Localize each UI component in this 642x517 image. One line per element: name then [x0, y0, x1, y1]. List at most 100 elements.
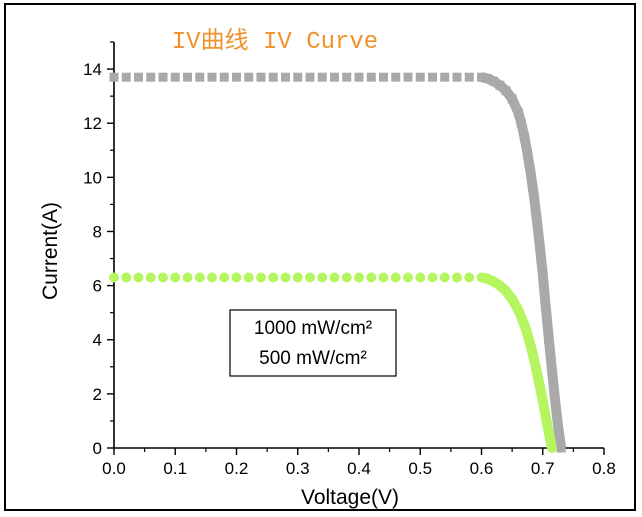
data-point	[256, 272, 266, 283]
data-point	[440, 72, 450, 82]
data-point	[219, 272, 230, 283]
data-point	[543, 428, 554, 439]
x-tick-label: 0.2	[225, 459, 249, 478]
x-tick-label: 0.4	[347, 459, 371, 478]
data-point	[525, 340, 536, 351]
y-tick-label: 10	[83, 168, 102, 187]
data-point	[109, 72, 119, 82]
data-point	[194, 272, 205, 283]
data-point	[280, 272, 291, 283]
data-point	[366, 72, 376, 82]
data-point	[529, 189, 539, 199]
data-point	[501, 286, 511, 297]
data-point	[134, 72, 143, 82]
data-point	[366, 272, 377, 283]
data-point	[109, 272, 119, 283]
data-point	[544, 335, 554, 345]
data-point	[378, 272, 389, 283]
data-point	[546, 443, 557, 453]
y-tick-label: 12	[83, 114, 102, 133]
y-tick-label: 8	[93, 222, 102, 241]
x-axis-title: Voltage(V)	[301, 486, 399, 509]
data-point	[305, 72, 315, 82]
data-point	[452, 272, 462, 283]
data-point	[330, 72, 339, 82]
data-point	[379, 72, 388, 82]
data-point	[439, 272, 450, 283]
y-tick-label: 6	[93, 277, 102, 296]
data-point	[170, 72, 180, 82]
data-point	[540, 411, 551, 422]
data-point	[317, 272, 328, 283]
data-point	[195, 72, 205, 82]
data-point	[121, 72, 131, 82]
legend-entry-500: 500 mW/cm²	[259, 348, 367, 369]
data-point	[415, 272, 426, 283]
y-axis-title: Current(A)	[39, 202, 62, 300]
legend-entry-1000: 1000 mW/cm²	[254, 318, 372, 339]
x-tick-label: 0.7	[531, 459, 555, 478]
data-point	[537, 395, 548, 406]
y-tick-label: 14	[83, 60, 102, 79]
data-point	[207, 272, 217, 283]
data-point	[183, 72, 192, 82]
data-point	[522, 148, 532, 158]
data-point	[231, 272, 242, 283]
data-point	[170, 272, 181, 283]
x-tick-label: 0.0	[102, 459, 126, 478]
data-point	[538, 270, 548, 280]
data-point	[268, 72, 278, 82]
data-point	[489, 76, 499, 86]
data-point	[483, 74, 493, 84]
data-point	[317, 72, 327, 82]
data-point	[452, 72, 462, 82]
x-tick-label: 0.8	[592, 459, 616, 478]
data-point	[329, 272, 340, 283]
data-point	[532, 213, 542, 223]
data-point	[428, 72, 437, 82]
data-point	[495, 80, 505, 90]
data-point	[292, 272, 303, 283]
x-tick-label: 0.5	[408, 459, 432, 478]
data-point	[268, 272, 279, 283]
series-layer	[109, 72, 567, 453]
data-point	[522, 329, 533, 340]
data-point	[541, 302, 551, 312]
data-point	[182, 272, 193, 283]
data-point	[342, 72, 352, 82]
data-point	[390, 272, 401, 283]
data-point	[477, 72, 486, 82]
data-point	[256, 72, 266, 82]
data-point	[507, 94, 517, 104]
data-point	[556, 443, 566, 453]
data-point	[535, 240, 545, 250]
data-point	[158, 272, 168, 283]
chart-frame	[4, 3, 636, 511]
data-point	[528, 352, 539, 363]
data-point	[513, 107, 523, 117]
data-point	[232, 72, 241, 82]
data-point	[403, 72, 413, 82]
data-point	[501, 86, 511, 96]
data-point	[415, 72, 425, 82]
data-point	[133, 272, 144, 283]
data-point	[464, 72, 474, 82]
axes: 0.0 0.1 0.2 0.3 0.4 0.5 0.6 0.7 0.8 0 2 4 6 8 10 12 14	[83, 41, 616, 478]
data-point	[146, 72, 156, 82]
data-point	[121, 272, 132, 283]
data-point	[519, 319, 530, 330]
data-point	[244, 72, 254, 82]
data-point	[293, 72, 303, 82]
data-point	[354, 272, 364, 283]
legend-box	[229, 309, 397, 377]
x-tick-label: 0.6	[470, 459, 494, 478]
data-point	[519, 132, 529, 142]
data-point	[526, 167, 535, 177]
data-point	[534, 380, 545, 391]
data-point	[427, 272, 438, 283]
data-point	[243, 272, 254, 283]
data-point	[507, 294, 518, 305]
data-point	[207, 72, 217, 82]
data-point	[547, 365, 557, 375]
